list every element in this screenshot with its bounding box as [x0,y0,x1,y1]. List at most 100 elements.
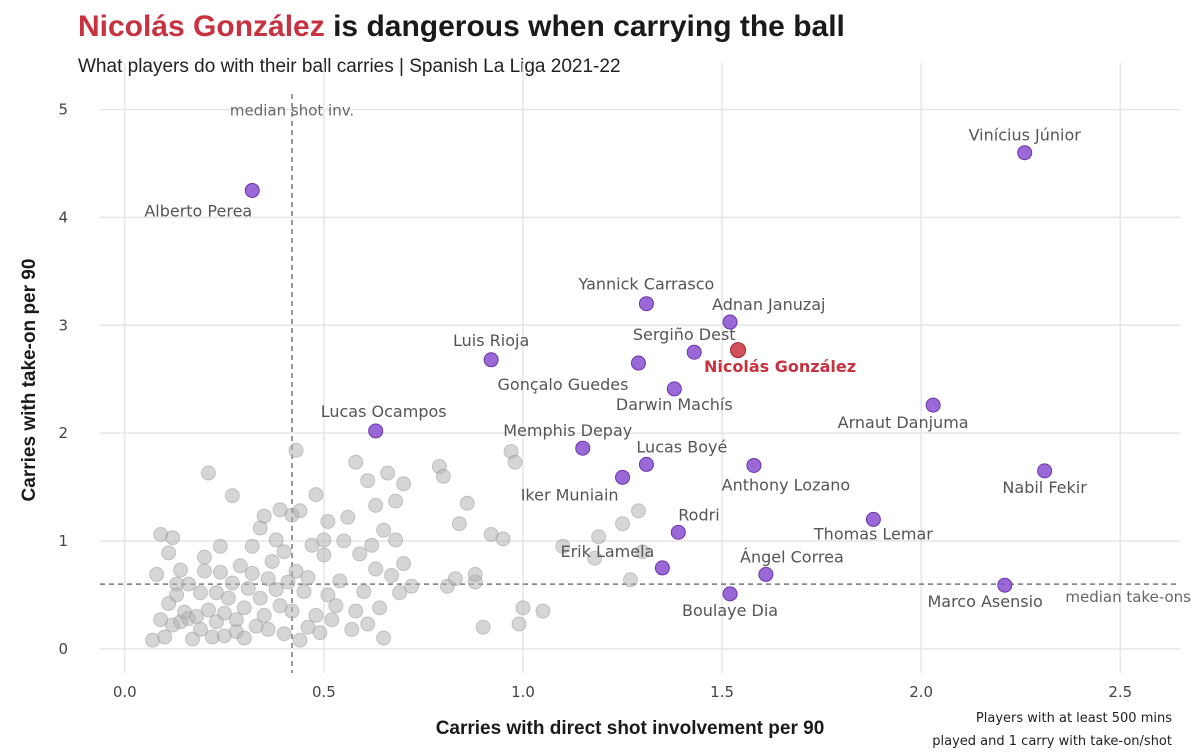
background-point [260,621,276,637]
y-axis-label: Carries with take-on per 90 [19,259,40,502]
background-point [181,576,197,592]
title-highlight: Nicolás González [78,10,325,43]
background-point [220,590,236,606]
chart-subtitle: What players do with their ball carries … [78,56,621,77]
highlighted-point [730,342,747,359]
y-tick-label: 4 [58,208,68,226]
featured-point [368,423,384,439]
player-label: Rodri [678,505,719,524]
background-point [360,473,376,489]
background-point [240,580,256,596]
player-label: Adnan Januzaj [712,295,825,314]
y-tick-label: 5 [58,101,68,119]
player-label: Nabil Fekir [1002,478,1087,497]
background-point [344,621,360,637]
featured-point [1037,463,1053,479]
player-labels: Vinícius Júnior Alberto Perea Yannick Carr… [144,126,1087,620]
featured-point [722,586,738,602]
background-point [388,532,404,548]
x-tick-label: 2.0 [909,683,933,701]
featured-point [638,296,654,312]
player-label: Lucas Boyé [636,437,727,456]
chart-title: Nicolás González is dangerous when carry… [78,10,845,44]
background-point [256,508,272,524]
featured-point [997,577,1013,593]
featured-point [925,397,941,413]
featured-point [630,355,646,371]
background-point [200,465,216,481]
background-point [634,544,650,560]
background-point [212,564,228,580]
x-axis-label: Carries with direct shot involvement per… [436,718,825,739]
footnote-line-2: played and 1 carry with take-on/shot [932,734,1172,749]
x-tick-label: 2.5 [1108,683,1132,701]
background-point [292,632,308,648]
background-point [320,587,336,603]
background-point [200,602,216,618]
background-point [196,563,212,579]
x-tick-label: 0.5 [312,683,336,701]
featured-point [670,524,686,540]
background-point [308,487,324,503]
median-lines: median shot inv. median take-ons [100,94,1191,673]
background-point [332,573,348,589]
highlighted-label: Nicolás González [704,357,856,376]
background-point [232,558,248,574]
player-label: Boulaye Dia [682,601,778,620]
background-point [268,532,284,548]
background-point [296,584,312,600]
background-point [165,530,181,546]
background-point [212,538,228,554]
title-rest: is dangerous when carrying the ball [324,10,845,43]
y-tick-label: 0 [58,640,68,658]
background-point [264,553,280,569]
background-point [320,514,336,530]
background-point [447,571,463,587]
player-label: Alberto Perea [144,201,252,220]
background-point [256,607,272,623]
background-point [515,600,531,616]
background-point [149,566,165,582]
background-point [364,537,380,553]
x-tick-labels: 0.0 0.5 1.0 1.5 2.0 2.5 [113,683,1132,701]
featured-point [722,314,738,330]
background-point [260,571,276,587]
featured-point [654,560,670,576]
background-point [185,631,201,647]
background-point [623,572,639,588]
player-label: Sergiño Dest [633,325,736,344]
featured-point [575,440,591,456]
background-point [360,616,376,632]
x-tick-label: 0.0 [113,683,137,701]
background-point [384,567,400,583]
player-label: Vinícius Júnior [969,126,1082,145]
player-label: Iker Muniain [521,485,619,504]
background-point [555,538,571,554]
background-point [336,533,352,549]
median-x-label: median shot inv. [230,102,354,120]
grid-lines [100,63,1180,673]
background-point [368,561,384,577]
background-point [216,605,232,621]
background-point [192,621,208,637]
background-point [244,538,260,554]
background-point [236,630,252,646]
background-point [459,495,475,511]
background-point [467,566,483,582]
x-tick-label: 1.5 [710,683,734,701]
background-point [300,570,316,586]
player-label: Anthony Lozano [722,475,851,494]
player-label: Erik Lamela [560,542,654,561]
player-label: Memphis Depay [503,421,632,440]
background-point [224,575,240,591]
background-point [348,454,364,470]
player-label: Gonçalo Guedes [498,375,629,394]
background-point [376,630,392,646]
featured-point [865,511,881,527]
background-point [224,488,240,504]
player-label: Marco Asensio [927,592,1042,611]
player-label: Arnaut Danjuma [838,413,969,432]
background-point [308,607,324,623]
background-point [276,626,292,642]
